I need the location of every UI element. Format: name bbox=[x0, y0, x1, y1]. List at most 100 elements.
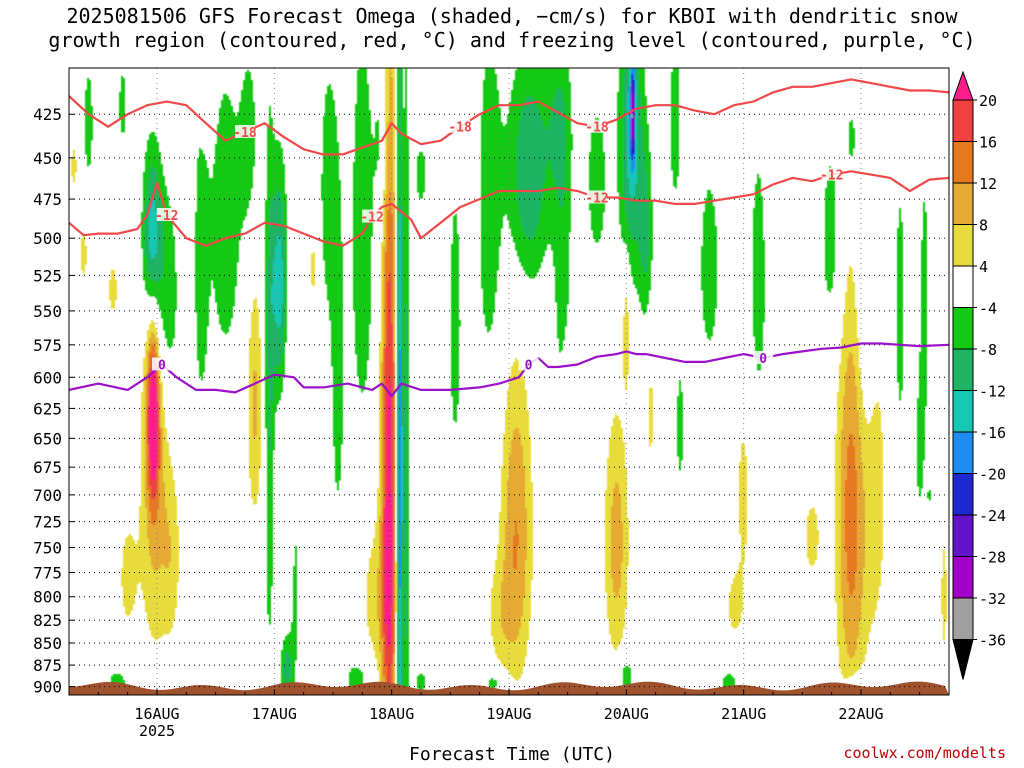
omega-cell bbox=[391, 200, 395, 203]
omega-cell bbox=[703, 302, 717, 305]
omega-cell bbox=[397, 282, 399, 285]
omega-cell bbox=[521, 118, 541, 121]
omega-cell bbox=[555, 92, 563, 95]
omega-cell bbox=[397, 272, 399, 275]
omega-cell bbox=[679, 382, 681, 385]
omega-cell bbox=[357, 358, 369, 361]
omega-cell bbox=[849, 122, 853, 125]
omega-cell bbox=[637, 150, 643, 153]
omega-cell bbox=[649, 248, 653, 251]
omega-cell bbox=[147, 368, 149, 371]
omega-cell bbox=[623, 78, 629, 81]
omega-cell bbox=[537, 228, 571, 231]
omega-cell bbox=[627, 120, 629, 123]
omega-cell bbox=[753, 292, 765, 295]
omega-cell bbox=[393, 320, 395, 323]
omega-cell bbox=[845, 306, 855, 309]
omega-cell bbox=[265, 282, 267, 285]
omega-cell bbox=[383, 296, 385, 299]
omega-cell bbox=[267, 160, 283, 163]
omega-cell bbox=[897, 322, 903, 325]
omega-cell bbox=[631, 274, 651, 277]
omega-cell bbox=[387, 148, 393, 151]
omega-cell bbox=[543, 186, 555, 189]
omega-cell bbox=[149, 210, 155, 213]
omega-cell bbox=[703, 234, 717, 237]
omega-cell bbox=[145, 234, 149, 237]
omega-cell bbox=[399, 330, 401, 333]
omega-cell bbox=[399, 138, 401, 141]
omega-cell bbox=[393, 86, 395, 89]
omega-cell bbox=[617, 132, 623, 135]
omega-cell bbox=[353, 278, 371, 281]
omega-cell bbox=[839, 382, 845, 385]
omega-cell bbox=[513, 364, 521, 367]
omega-cell bbox=[539, 220, 571, 223]
omega-cell bbox=[141, 240, 145, 243]
omega-cell bbox=[679, 386, 681, 389]
omega-cell bbox=[623, 116, 627, 119]
omega-cell bbox=[481, 156, 517, 159]
omega-cell bbox=[243, 88, 253, 91]
omega-cell bbox=[251, 316, 259, 319]
omega-cell bbox=[217, 304, 235, 307]
omega-cell bbox=[81, 240, 85, 243]
omega-cell bbox=[451, 350, 459, 353]
omega-cell bbox=[703, 312, 715, 315]
omega-cell bbox=[403, 282, 409, 285]
omega-cell bbox=[109, 292, 117, 295]
omega-cell bbox=[195, 274, 237, 277]
omega-cell bbox=[527, 98, 533, 101]
omega-cell bbox=[899, 212, 901, 215]
omega-cell bbox=[843, 334, 857, 337]
omega-cell bbox=[899, 392, 901, 395]
omega-cell bbox=[849, 130, 855, 133]
omega-cell bbox=[331, 336, 343, 339]
omega-cell bbox=[617, 176, 623, 179]
omega-cell bbox=[483, 94, 499, 97]
omega-cell bbox=[825, 242, 835, 245]
omega-cell bbox=[753, 244, 765, 247]
omega-cell bbox=[201, 376, 203, 379]
omega-cell bbox=[387, 302, 391, 305]
omega-cell bbox=[265, 356, 267, 359]
omega-cell bbox=[559, 342, 563, 345]
omega-cell bbox=[825, 260, 835, 263]
omega-cell bbox=[391, 212, 395, 215]
omega-cell bbox=[641, 120, 647, 123]
omega-cell bbox=[399, 268, 401, 271]
omega-cell bbox=[379, 366, 381, 369]
omega-cell bbox=[383, 286, 385, 289]
omega-cell bbox=[899, 210, 901, 213]
omega-cell bbox=[637, 176, 647, 179]
omega-cell bbox=[705, 204, 713, 207]
omega-cell bbox=[149, 328, 157, 331]
omega-cell bbox=[141, 228, 145, 231]
omega-cell bbox=[323, 230, 341, 233]
omega-cell bbox=[145, 240, 149, 243]
omega-cell bbox=[629, 154, 631, 157]
omega-cell bbox=[385, 122, 387, 125]
omega-cell bbox=[399, 200, 401, 203]
omega-cell bbox=[703, 218, 715, 221]
omega-cell bbox=[355, 318, 371, 321]
omega-cell bbox=[285, 234, 287, 237]
omega-cell bbox=[405, 370, 407, 373]
omega-cell bbox=[401, 72, 403, 75]
omega-cell bbox=[399, 186, 401, 189]
omega-cell bbox=[753, 220, 763, 223]
omega-cell bbox=[403, 390, 405, 393]
omega-cell bbox=[145, 288, 177, 291]
omega-cell bbox=[143, 252, 145, 255]
omega-cell bbox=[269, 206, 283, 209]
omega-cell bbox=[565, 182, 571, 185]
omega-cell bbox=[267, 180, 285, 183]
omega-cell bbox=[753, 298, 765, 301]
omega-cell bbox=[629, 252, 641, 255]
omega-cell bbox=[81, 268, 85, 271]
omega-cell bbox=[847, 288, 855, 291]
omega-cell bbox=[333, 382, 343, 385]
omega-cell bbox=[265, 344, 267, 347]
omega-cell bbox=[625, 378, 627, 381]
omega-cell bbox=[267, 270, 273, 273]
